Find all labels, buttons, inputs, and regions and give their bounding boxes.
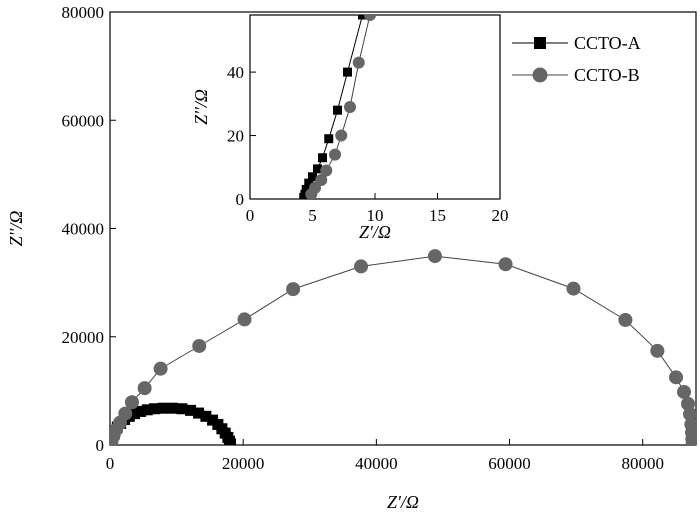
y-tick-label: 20000: [62, 328, 105, 347]
ccto-a-data-point: [313, 164, 322, 174]
ccto-b-data-point: [286, 282, 301, 297]
plot-data: [299, 15, 376, 199]
plot-frame: [249, 14, 501, 200]
ccto-b-data-point: [354, 259, 369, 274]
legend-label-ccto-b: CCTO-B: [574, 65, 640, 85]
legend-label-ccto-a: CCTO-A: [574, 33, 641, 53]
ccto-b-data-point: [124, 395, 139, 410]
ccto-a-data-point: [318, 153, 327, 163]
ccto-b-data-point: [329, 148, 341, 161]
y-tick-label: 40000: [62, 220, 105, 239]
y-axis-label: Z''/Ω: [191, 89, 211, 125]
x-tick-label: 5: [308, 206, 317, 225]
ccto-a-data-point: [176, 403, 188, 415]
ccto-a-data-point: [129, 408, 141, 420]
ccto-b-data-point: [315, 173, 328, 186]
ccto-b-data-point: [618, 312, 633, 327]
x-tick-label: 10: [367, 206, 384, 225]
y-tick-label: 40: [227, 63, 244, 82]
y-tick-label: 0: [236, 190, 245, 209]
ccto-a-data-point: [167, 402, 179, 414]
ccto-a-data-point: [343, 67, 352, 77]
ccto-b-data-point: [427, 249, 442, 264]
ccto-a-data-point: [324, 134, 334, 144]
y-tick-label: 60000: [62, 111, 105, 130]
legend: CCTO-A CCTO-B: [512, 33, 641, 85]
x-tick-label: 0: [246, 206, 255, 225]
ccto-a-data-point: [141, 404, 153, 416]
ccto-a-data-point: [358, 15, 367, 20]
x-tick-label: 15: [429, 206, 446, 225]
ccto-b-data-point: [566, 281, 581, 296]
ccto-b-data-point: [137, 381, 152, 396]
ccto-b-data-point: [677, 384, 692, 399]
x-tick-label: 40000: [355, 454, 398, 473]
ccto-a-data-point: [185, 404, 197, 416]
ccto-a-data-point: [304, 178, 314, 188]
x-tick-label: 0: [106, 454, 115, 473]
ccto-a-data-point: [308, 172, 317, 182]
plot-data: [110, 249, 696, 445]
ccto-b-data-point: [650, 343, 665, 358]
ccto-a-data-point: [135, 405, 147, 417]
y-axis-label: Z''/Ω: [6, 211, 26, 247]
ccto-a-data-point: [157, 402, 169, 414]
y-tick-label: 20: [227, 127, 244, 146]
y-tick-label: 0: [96, 436, 105, 455]
ccto-a-data-point: [333, 105, 342, 115]
ccto-a-data-point: [301, 184, 311, 194]
x-tick-label: 80000: [621, 454, 664, 473]
ccto-b-data-point: [237, 312, 252, 327]
ccto-b-data-point: [320, 164, 333, 177]
x-tick-label: 20000: [222, 454, 265, 473]
ccto-a-data-point: [300, 189, 310, 199]
ccto-a-data-point: [149, 403, 161, 415]
ccto-a-data-point: [200, 410, 212, 422]
x-axis-label: Z'/Ω: [359, 222, 391, 242]
ccto-b-data-point: [192, 338, 207, 353]
ccto-a-data-point: [193, 407, 205, 419]
ccto-b-data-point: [669, 370, 684, 385]
ccto-b-data-point: [498, 257, 513, 272]
x-tick-label: 20: [492, 206, 509, 225]
ccto-b-data-point: [344, 101, 356, 113]
ccto-b-data-point: [352, 56, 365, 69]
ccto-b-data-point: [335, 129, 348, 142]
ccto-b-data-point: [364, 15, 376, 21]
inset-nyquist-plot: 0 5 10 15 20 0 20 40 Z'/Ω Z''/Ω: [191, 14, 509, 242]
y-tick-label: 80000: [62, 3, 105, 22]
ccto-a-data-point: [225, 438, 237, 445]
x-tick-label: 60000: [488, 454, 531, 473]
ccto-b-data-point: [685, 436, 696, 445]
ccto-b-data-point: [153, 361, 168, 376]
main-nyquist-plot: 0 20000 40000 60000 80000 0 20000 40000 60000 800…: [6, 3, 697, 512]
legend-marker-ccto-a: [534, 37, 546, 49]
x-axis-label: Z'/Ω: [387, 492, 419, 512]
ccto-b-data-point: [118, 406, 133, 421]
legend-marker-ccto-b: [532, 67, 548, 83]
